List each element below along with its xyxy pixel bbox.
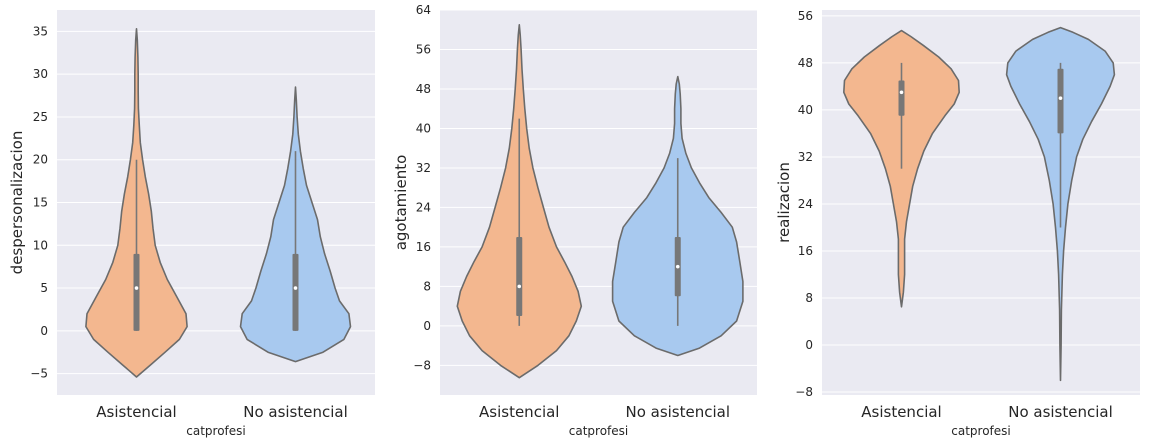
y-tick-label: 24 [798, 197, 813, 211]
violin-asistencial [843, 29, 960, 308]
x-axis-label: catprofesi [569, 424, 628, 438]
violin-iqr-box [516, 237, 523, 317]
y-tick-label: 24 [416, 200, 431, 214]
x-axis-label: catprofesi [186, 424, 245, 438]
y-tick-label: 8 [805, 291, 813, 305]
y-tick-label: 0 [805, 338, 813, 352]
y-tick-label: 10 [33, 238, 48, 252]
y-tick-label: 35 [33, 24, 48, 38]
y-tick-label: 56 [416, 42, 431, 56]
violin-median-dot [675, 264, 680, 269]
chart-panel-2: −8 0 8 16 24 32 40 48 56 64 Asistencial No asistenc… [392, 3, 757, 438]
y-tick-label: −8 [795, 385, 813, 399]
y-tick-label: 15 [33, 196, 48, 210]
violin-asistencial [456, 24, 583, 379]
y-tick-label: 16 [416, 240, 431, 254]
violin-iqr-box [898, 80, 905, 116]
y-tick-label: 20 [33, 153, 48, 167]
x-tick-label: No asistencial [625, 403, 730, 421]
violin-iqr-box [133, 253, 140, 331]
y-tick-label: 40 [416, 121, 431, 135]
violin-median-dot [899, 90, 904, 95]
violin-iqr-box [1057, 68, 1064, 134]
y-tick-label: 5 [40, 281, 48, 295]
y-tick-label: 25 [33, 110, 48, 124]
y-axis-label: realizacion [775, 162, 793, 243]
y-tick-label: 64 [416, 3, 431, 17]
violin-median-dot [517, 284, 522, 289]
violin-iqr-box [292, 253, 299, 331]
y-tick-label: 48 [798, 56, 813, 70]
y-tick-label: 40 [798, 103, 813, 117]
violin-median-dot [134, 286, 139, 290]
y-tick-label: 0 [40, 324, 48, 338]
x-tick-label: No asistencial [1008, 403, 1113, 421]
chart-panel-1: −5 0 5 10 15 20 25 30 35 Asistencial No asistencia… [8, 10, 375, 438]
x-tick-label: Asistencial [861, 403, 941, 421]
violin-no-asistencial [239, 86, 352, 363]
y-axis-label: agotamiento [392, 155, 410, 251]
x-axis-label: catprofesi [951, 424, 1010, 438]
y-tick-label: −8 [413, 358, 431, 372]
y-tick-label: 48 [416, 82, 431, 96]
y-tick-label: 32 [416, 161, 431, 175]
violin-median-dot [293, 286, 298, 290]
y-tick-label: 0 [423, 319, 431, 333]
violin-no-asistencial [611, 75, 744, 357]
chart-panel-3: −8 0 8 16 24 32 40 48 56 Asistencial No asistencia… [775, 9, 1140, 438]
y-tick-label: 8 [423, 279, 431, 293]
y-axis-label: despersonalizacion [8, 131, 26, 275]
violin-median-dot [1058, 96, 1063, 100]
x-tick-label: No asistencial [243, 403, 348, 421]
y-tick-label: −5 [30, 367, 48, 381]
y-tick-label: 16 [798, 244, 813, 258]
x-tick-label: Asistencial [479, 403, 559, 421]
y-tick-label: 56 [798, 9, 813, 23]
y-tick-label: 32 [798, 150, 813, 164]
x-tick-label: Asistencial [96, 403, 176, 421]
violin-asistencial [85, 28, 188, 378]
y-tick-label: 30 [33, 67, 48, 81]
violin-no-asistencial [1005, 26, 1116, 382]
